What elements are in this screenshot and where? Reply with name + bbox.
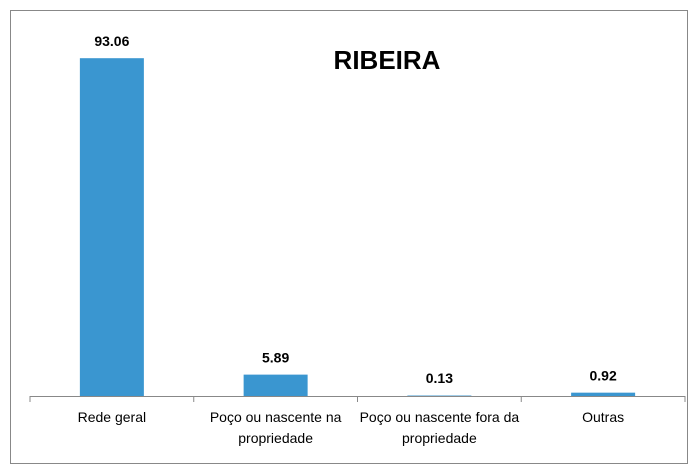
value-label: 5.89 (262, 349, 289, 365)
chart-title: RIBEIRA (334, 45, 441, 75)
bar (79, 58, 144, 396)
value-label: 93.06 (94, 33, 129, 49)
bar (571, 392, 636, 396)
x-tick-label: Poço ou nascente na propriedade (209, 409, 342, 446)
value-label: 0.13 (426, 370, 453, 386)
bar (243, 374, 308, 396)
x-tick-label: Rede geral (77, 409, 147, 425)
value-label: 0.92 (590, 367, 617, 383)
x-tick-label: Poço ou nascente fora da propriedade (359, 409, 520, 446)
x-tick-label: Outras (582, 409, 625, 425)
